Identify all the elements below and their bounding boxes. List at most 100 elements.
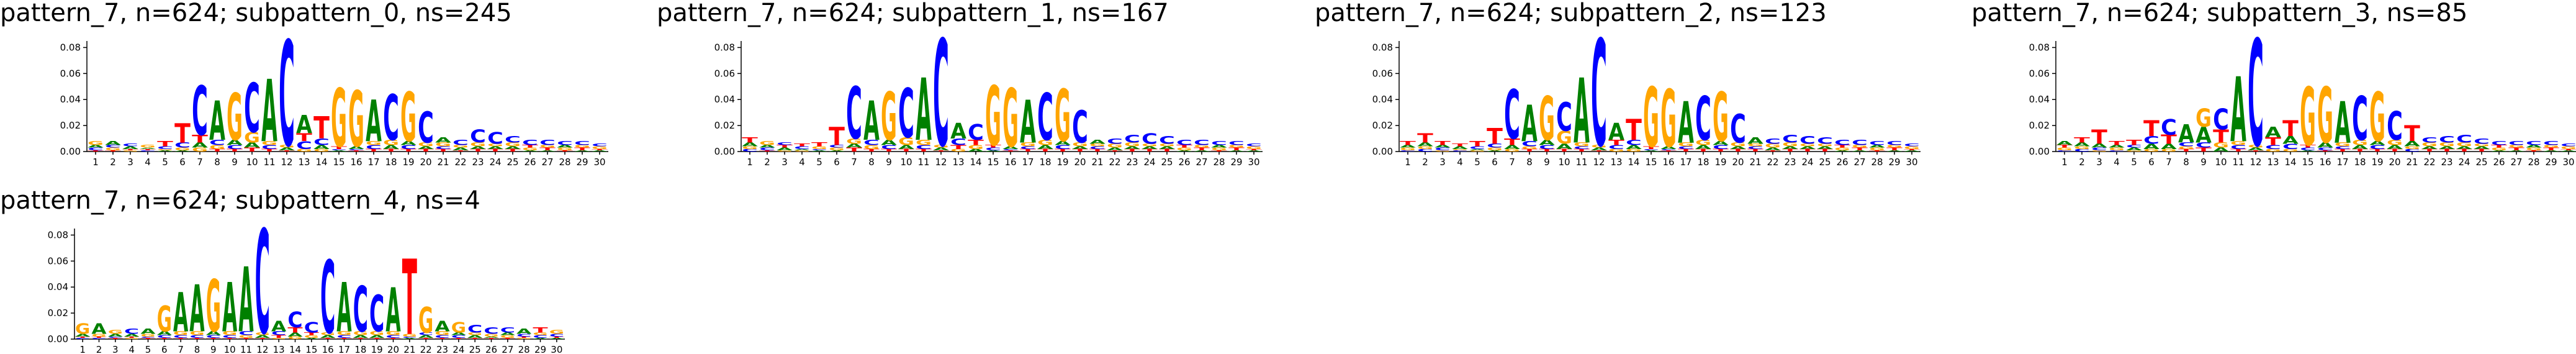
logo-letter-G: G: [336, 330, 351, 337]
logo-letter-A: A: [1730, 146, 1746, 150]
x-tick-label: 2: [1422, 157, 1428, 168]
logo-letter-C: C: [2352, 84, 2368, 155]
logo-letter-T: T: [1504, 137, 1520, 147]
logo-letter-C: C: [516, 333, 531, 337]
logo-letter-G: G: [2508, 145, 2524, 149]
x-tick-label: 13: [273, 344, 285, 354]
logo-letter-T: T: [108, 337, 124, 339]
x-tick-label: 2: [96, 344, 102, 354]
logo-letter-A: A: [304, 337, 320, 339]
logo-letter-C: C: [500, 326, 515, 334]
x-tick-label: 13: [298, 157, 310, 168]
logo-letter-G: G: [592, 146, 608, 150]
logo-letter-C: C: [353, 274, 368, 347]
logo-letter-C: C: [140, 336, 155, 338]
logo-letter-C: C: [2560, 143, 2576, 147]
x-tick-label: 26: [1178, 157, 1190, 168]
logo-letter-A: A: [192, 141, 209, 149]
chart-title: pattern_7, n=624; subpattern_2, ns=123: [1315, 0, 1827, 27]
logo-letter-A: A: [1194, 150, 1210, 152]
logo-letter-T: T: [244, 147, 260, 153]
logo-letter-G: G: [435, 142, 451, 148]
x-tick-label: 17: [1680, 157, 1691, 168]
logo-letter-C: C: [91, 337, 106, 339]
x-tick-label: 12: [256, 344, 268, 354]
x-tick-label: 25: [1161, 157, 1173, 168]
x-tick-label: 5: [816, 157, 822, 168]
x-tick-label: 12: [2249, 157, 2261, 168]
x-tick-label: 17: [1022, 157, 1034, 168]
logo-letter-T: T: [557, 150, 574, 152]
logo-letter-T: T: [1643, 146, 1660, 150]
logo-letter-G: G: [222, 330, 237, 337]
y-tick-label: 0.00: [60, 146, 81, 157]
logo-letter-A: A: [1591, 147, 1607, 152]
logo-letter-A: A: [336, 269, 351, 347]
logo-letter-G: G: [1678, 142, 1694, 148]
logo-letter-G: G: [1037, 138, 1053, 147]
logo-letter-A: A: [227, 138, 243, 147]
x-tick-label: 5: [162, 157, 168, 168]
logo-letter-G: G: [898, 135, 914, 148]
logo-letter-C: C: [192, 73, 208, 152]
logo-letter-C: C: [1713, 144, 1729, 150]
logo-letter-C: C: [2109, 150, 2125, 152]
x-tick-label: 25: [2475, 157, 2487, 168]
logo-letter-G: G: [1055, 75, 1071, 158]
logo-letter-A: A: [950, 119, 967, 144]
logo-letter-C: C: [1782, 132, 1798, 145]
logo-letter-A: A: [2404, 140, 2421, 148]
x-tick-label: 12: [1593, 157, 1605, 168]
logo-letter-G: G: [2456, 142, 2472, 148]
logo-letter-T: T: [255, 337, 271, 339]
logo-letter-A: A: [2091, 143, 2107, 149]
logo-letter-A: A: [2474, 146, 2490, 150]
logo-letter-A: A: [296, 111, 312, 140]
y-tick-label: 0.04: [48, 281, 68, 293]
logo-letter-A: A: [331, 150, 348, 152]
x-tick-label: 11: [1575, 157, 1587, 168]
logo-letter-G: G: [206, 265, 221, 348]
logo-letter-C: C: [453, 138, 469, 147]
logo-letter-G: G: [829, 147, 845, 152]
x-tick-label: 26: [1836, 157, 1848, 168]
logo-letter-A: A: [2074, 141, 2090, 147]
logo-letter-T: T: [174, 117, 191, 149]
logo-letter-C: C: [122, 143, 138, 147]
logo-letter-G: G: [2195, 105, 2212, 134]
logo-letter-C: C: [1521, 140, 1538, 148]
logo-letter-A: A: [1504, 144, 1520, 150]
logo-letter-G: G: [1782, 142, 1798, 148]
chart-title: pattern_7, n=624; subpattern_0, ns=245: [0, 0, 512, 27]
logo-letter-C: C: [435, 146, 451, 150]
logo-letter-G: G: [174, 147, 191, 152]
x-tick-label: 14: [289, 344, 301, 354]
logo-letter-A: A: [366, 89, 382, 155]
logo-letter-A: A: [1852, 150, 1868, 152]
logo-letter-C: C: [2265, 144, 2281, 150]
logo-letter-A: A: [2456, 146, 2472, 150]
logo-letter-T: T: [1904, 148, 1921, 150]
logo-letter-A: A: [916, 60, 932, 160]
logo-letter-C: C: [1487, 143, 1503, 149]
x-tick-label: 29: [534, 344, 546, 354]
logo-letter-C: C: [1020, 146, 1036, 150]
logo-letter-T: T: [1002, 150, 1019, 152]
x-tick-label: 15: [333, 157, 345, 168]
logo-letter-T: T: [1072, 148, 1089, 153]
logo-letter-A: A: [522, 150, 539, 152]
logo-letter-G: G: [1886, 145, 1903, 149]
x-tick-label: 19: [371, 344, 383, 354]
logo-letter-C: C: [206, 335, 221, 339]
logo-letter-C: C: [189, 335, 204, 339]
logo-letter-C: C: [385, 335, 400, 339]
logo-letter-A: A: [1834, 150, 1851, 152]
logo-letter-G: G: [2056, 147, 2073, 152]
x-tick-label: 24: [1801, 157, 1813, 168]
x-tick-label: 22: [2423, 157, 2435, 168]
logo-letter-G: G: [516, 337, 531, 339]
logo-letter-T: T: [592, 148, 608, 150]
x-tick-label: 16: [322, 344, 334, 354]
x-tick-label: 15: [305, 344, 317, 354]
logo-letter-G: G: [1799, 143, 1816, 148]
